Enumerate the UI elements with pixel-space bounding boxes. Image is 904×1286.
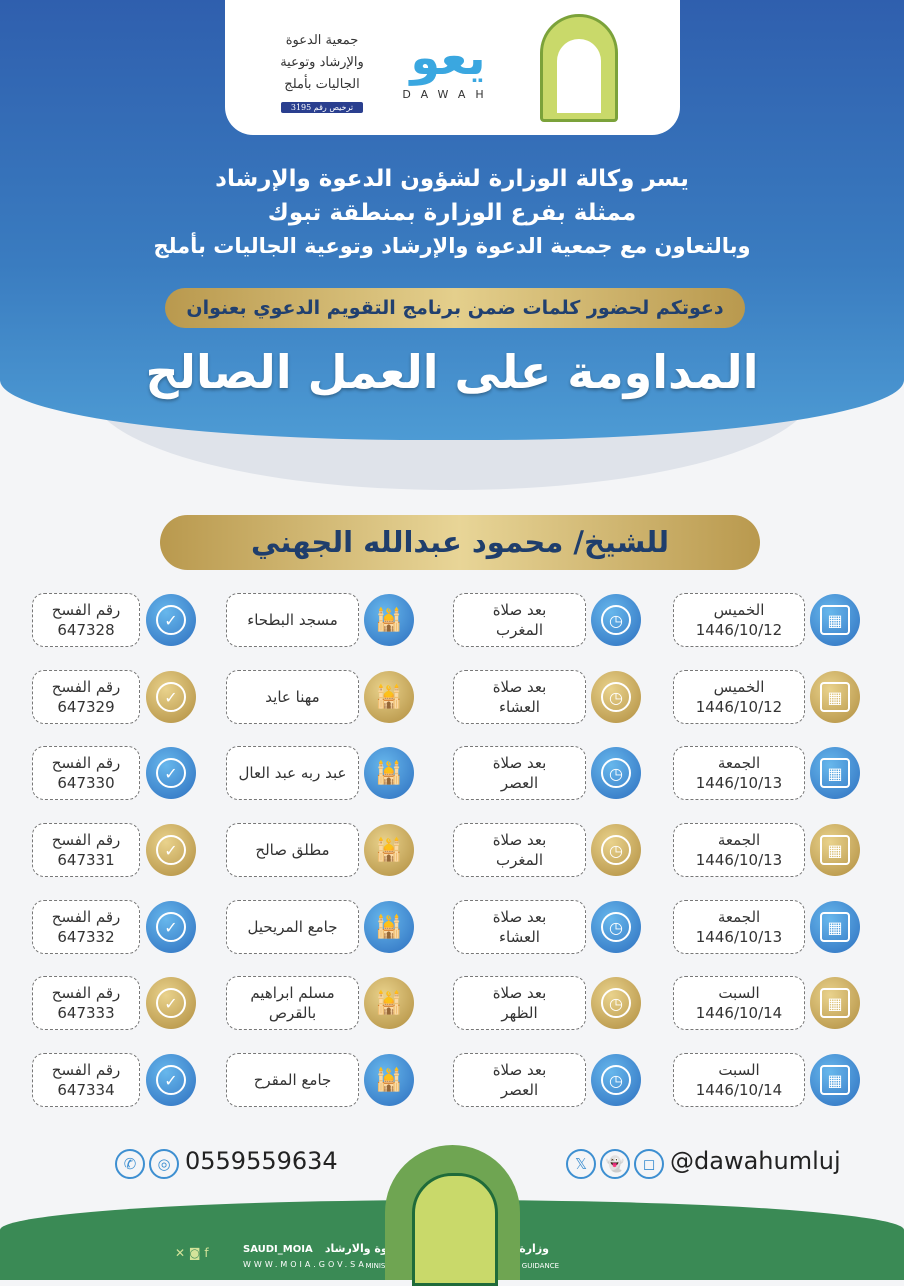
check-icon: ✓	[146, 824, 196, 876]
footer-social-icons: ✕ ◙ f	[175, 1246, 209, 1260]
date-box: الجمعة 1446/10/13	[673, 900, 805, 954]
clock-icon: ◷	[591, 747, 641, 799]
snapchat-icon[interactable]: 👻	[600, 1149, 630, 1179]
clock-icon: ◷	[591, 977, 641, 1029]
dawah-logo: يعو DAWAH	[402, 30, 494, 101]
time-box: بعد صلاة العشاء	[453, 670, 586, 724]
mosque-icon: 🕌	[364, 824, 414, 876]
x-icon[interactable]: 𝕏	[566, 1149, 596, 1179]
schedule-row: ▦ الجمعة 1446/10/13 ◷ بعد صلاة العصر 🕌 عبد…	[30, 743, 865, 803]
calendar-icon: ▦	[810, 1054, 860, 1106]
location-box: مسلم ابراهيم بالقرص	[226, 976, 359, 1030]
contact-bar: ✆ ◎ 0559559634 𝕏 👻 ◻ @dawahumluj	[0, 1145, 904, 1185]
permit-number-box: رقم الفسح 647330	[32, 746, 140, 800]
location-box: مهنا عايد	[226, 670, 359, 724]
calendar-icon: ▦	[810, 824, 860, 876]
mosque-icon: 🕌	[364, 901, 414, 953]
permit-number-box: رقم الفسح 647332	[32, 900, 140, 954]
check-icon: ✓	[146, 977, 196, 1029]
social-handle[interactable]: @dawahumluj	[670, 1147, 841, 1175]
date-box: الخميس 1446/10/12	[673, 593, 805, 647]
intro-line: وبالتعاون مع جمعية الدعوة والإرشاد وتوعي…	[153, 234, 751, 258]
ministry-logo	[540, 14, 618, 122]
check-icon: ✓	[146, 594, 196, 646]
mosque-icon: 🕌	[364, 747, 414, 799]
permit-number-box: رقم الفسح 647328	[32, 593, 140, 647]
program-title: المداومة على العمل الصالح	[145, 345, 759, 399]
schedule-row: ▦ الخميس 1446/10/12 ◷ بعد صلاة العشاء 🕌 مه…	[30, 667, 865, 727]
permit-number-box: رقم الفسح 647331	[32, 823, 140, 877]
location-box: جامع المقرح	[226, 1053, 359, 1107]
intro-line: ممثلة بفرع الوزارة بمنطقة تبوك	[267, 200, 637, 226]
clock-icon: ◷	[591, 901, 641, 953]
time-box: بعد صلاة العصر	[453, 1053, 586, 1107]
date-box: الجمعة 1446/10/13	[673, 746, 805, 800]
calendar-icon: ▦	[810, 977, 860, 1029]
social-account[interactable]: SAUDI_MOIA	[243, 1244, 313, 1255]
time-box: بعد صلاة المغرب	[453, 593, 586, 647]
calendar-icon: ▦	[810, 747, 860, 799]
clock-icon: ◷	[591, 824, 641, 876]
schedule-row: ▦ السبت 1446/10/14 ◷ بعد صلاة الظهر 🕌 مسلم…	[30, 973, 865, 1033]
intro-line: يسر وكالة الوزارة لشؤون الدعوة والإرشاد	[215, 166, 689, 192]
phone-icon[interactable]: ✆	[115, 1149, 145, 1179]
date-box: السبت 1446/10/14	[673, 1053, 805, 1107]
mosque-icon: 🕌	[364, 977, 414, 1029]
time-box: بعد صلاة الظهر	[453, 976, 586, 1030]
instagram-icon[interactable]: ◻	[634, 1149, 664, 1179]
phone-number[interactable]: 0559559634	[185, 1147, 338, 1175]
calendar-icon: ▦	[810, 594, 860, 646]
schedule-row: ▦ السبت 1446/10/14 ◷ بعد صلاة العصر 🕌 جامع…	[30, 1050, 865, 1110]
mosque-icon: 🕌	[364, 671, 414, 723]
date-box: الجمعة 1446/10/13	[673, 823, 805, 877]
location-box: مسجد البطحاء	[226, 593, 359, 647]
schedule-row: ▦ الجمعة 1446/10/13 ◷ بعد صلاة المغرب 🕌 مط…	[30, 820, 865, 880]
mosque-icon: 🕌	[364, 594, 414, 646]
clock-icon: ◷	[591, 594, 641, 646]
calendar-icon: ▦	[810, 671, 860, 723]
time-box: بعد صلاة العصر	[453, 746, 586, 800]
speaker-banner: للشيخ/ محمود عبدالله الجهني	[160, 515, 760, 570]
mosque-icon: 🕌	[364, 1054, 414, 1106]
permit-number-box: رقم الفسح 647329	[32, 670, 140, 724]
permit-number-box: رقم الفسح 647334	[32, 1053, 140, 1107]
whatsapp-icon[interactable]: ◎	[149, 1149, 179, 1179]
check-icon: ✓	[146, 1054, 196, 1106]
check-icon: ✓	[146, 747, 196, 799]
check-icon: ✓	[146, 901, 196, 953]
permit-number-box: رقم الفسح 647333	[32, 976, 140, 1030]
location-box: جامع المريحيل	[226, 900, 359, 954]
ministry-logo-footer	[385, 1145, 520, 1286]
schedule-row: ▦ الجمعة 1446/10/13 ◷ بعد صلاة العشاء 🕌 جا…	[30, 897, 865, 957]
location-box: مطلق صالح	[226, 823, 359, 877]
website[interactable]: WWW.MOIA.GOV.SA	[243, 1260, 367, 1269]
location-box: عبد ربه عبد العال	[226, 746, 359, 800]
time-box: بعد صلاة العشاء	[453, 900, 586, 954]
date-box: الخميس 1446/10/12	[673, 670, 805, 724]
check-icon: ✓	[146, 671, 196, 723]
clock-icon: ◷	[591, 671, 641, 723]
date-box: السبت 1446/10/14	[673, 976, 805, 1030]
calendar-icon: ▦	[810, 901, 860, 953]
license-badge: ترخيص رقم 3195	[280, 102, 364, 113]
invitation-banner: دعوتكم لحضور كلمات ضمن برنامج التقويم ال…	[165, 288, 745, 328]
time-box: بعد صلاة المغرب	[453, 823, 586, 877]
clock-icon: ◷	[591, 1054, 641, 1106]
schedule-row: ▦ الخميس 1446/10/12 ◷ بعد صلاة المغرب 🕌 مس…	[30, 590, 865, 650]
association-name: جمعية الدعوة والإرشاد وتوعية الجاليات بأ…	[280, 33, 364, 113]
